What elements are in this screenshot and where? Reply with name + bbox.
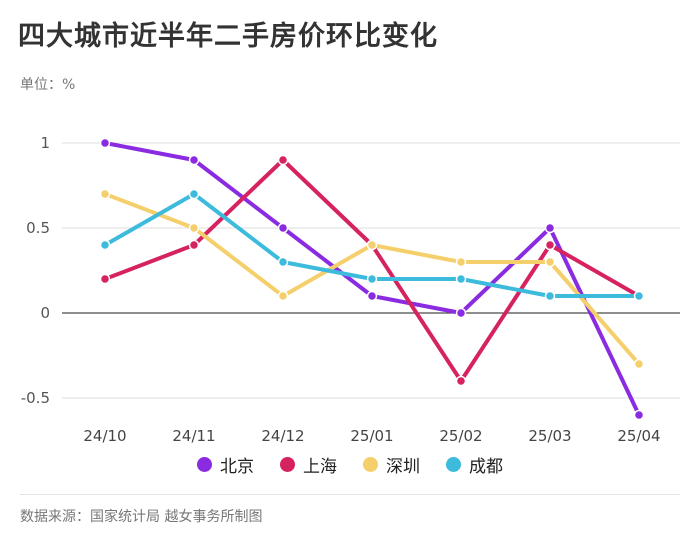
data-point-北京 [188,154,200,166]
data-point-北京 [99,137,111,149]
data-point-北京 [277,222,289,234]
x-tick-label: 25/02 [439,427,482,445]
data-point-成都 [188,188,200,200]
y-tick-label: 1 [40,134,50,152]
legend-label: 成都 [469,457,503,477]
data-point-深圳 [188,222,200,234]
data-point-深圳 [633,358,645,370]
footer-divider [20,494,680,495]
data-point-北京 [544,222,556,234]
y-tick-label: 0 [40,304,50,322]
line-chart: 1 0.5 0 -0.5 24/10 24/11 24/12 25/01 25/02 25/03 2… [21,134,680,445]
data-point-上海 [99,273,111,285]
legend-item-上海: 上海 [280,452,337,477]
data-point-深圳 [99,188,111,200]
data-point-深圳 [277,290,289,302]
data-point-成都 [99,239,111,251]
data-point-上海 [277,154,289,166]
data-point-北京 [455,307,467,319]
legend-label: 上海 [303,457,337,477]
data-point-成都 [455,273,467,285]
x-tick-label: 24/11 [172,427,215,445]
data-point-成都 [633,290,645,302]
y-tick-label: 0.5 [26,219,50,237]
data-point-上海 [188,239,200,251]
legend-swatch [363,457,378,472]
data-point-北京 [633,409,645,421]
data-point-上海 [455,375,467,387]
chart-legend: 北京 上海 深圳 成都 [0,452,700,477]
chart-title: 四大城市近半年二手房价环比变化 [18,21,438,52]
legend-item-北京: 北京 [197,452,254,477]
unit-label: 单位：% [20,77,76,93]
data-point-成都 [366,273,378,285]
legend-item-成都: 成都 [446,452,503,477]
legend-label: 北京 [220,457,254,477]
x-tick-label: 24/10 [83,427,126,445]
data-point-成都 [544,290,556,302]
y-tick-label: -0.5 [21,389,50,407]
legend-label: 深圳 [386,457,420,477]
x-tick-label: 25/03 [528,427,571,445]
data-point-成都 [277,256,289,268]
data-point-深圳 [366,239,378,251]
data-point-上海 [544,239,556,251]
x-tick-label: 24/12 [261,427,304,445]
x-tick-label: 25/04 [617,427,660,445]
legend-swatch [197,457,212,472]
data-point-深圳 [544,256,556,268]
legend-swatch [280,457,295,472]
source-note: 数据来源：国家统计局 越女事务所制图 [20,509,263,525]
data-point-北京 [366,290,378,302]
data-point-深圳 [455,256,467,268]
legend-swatch [446,457,461,472]
legend-item-深圳: 深圳 [363,452,420,477]
x-tick-label: 25/01 [350,427,393,445]
